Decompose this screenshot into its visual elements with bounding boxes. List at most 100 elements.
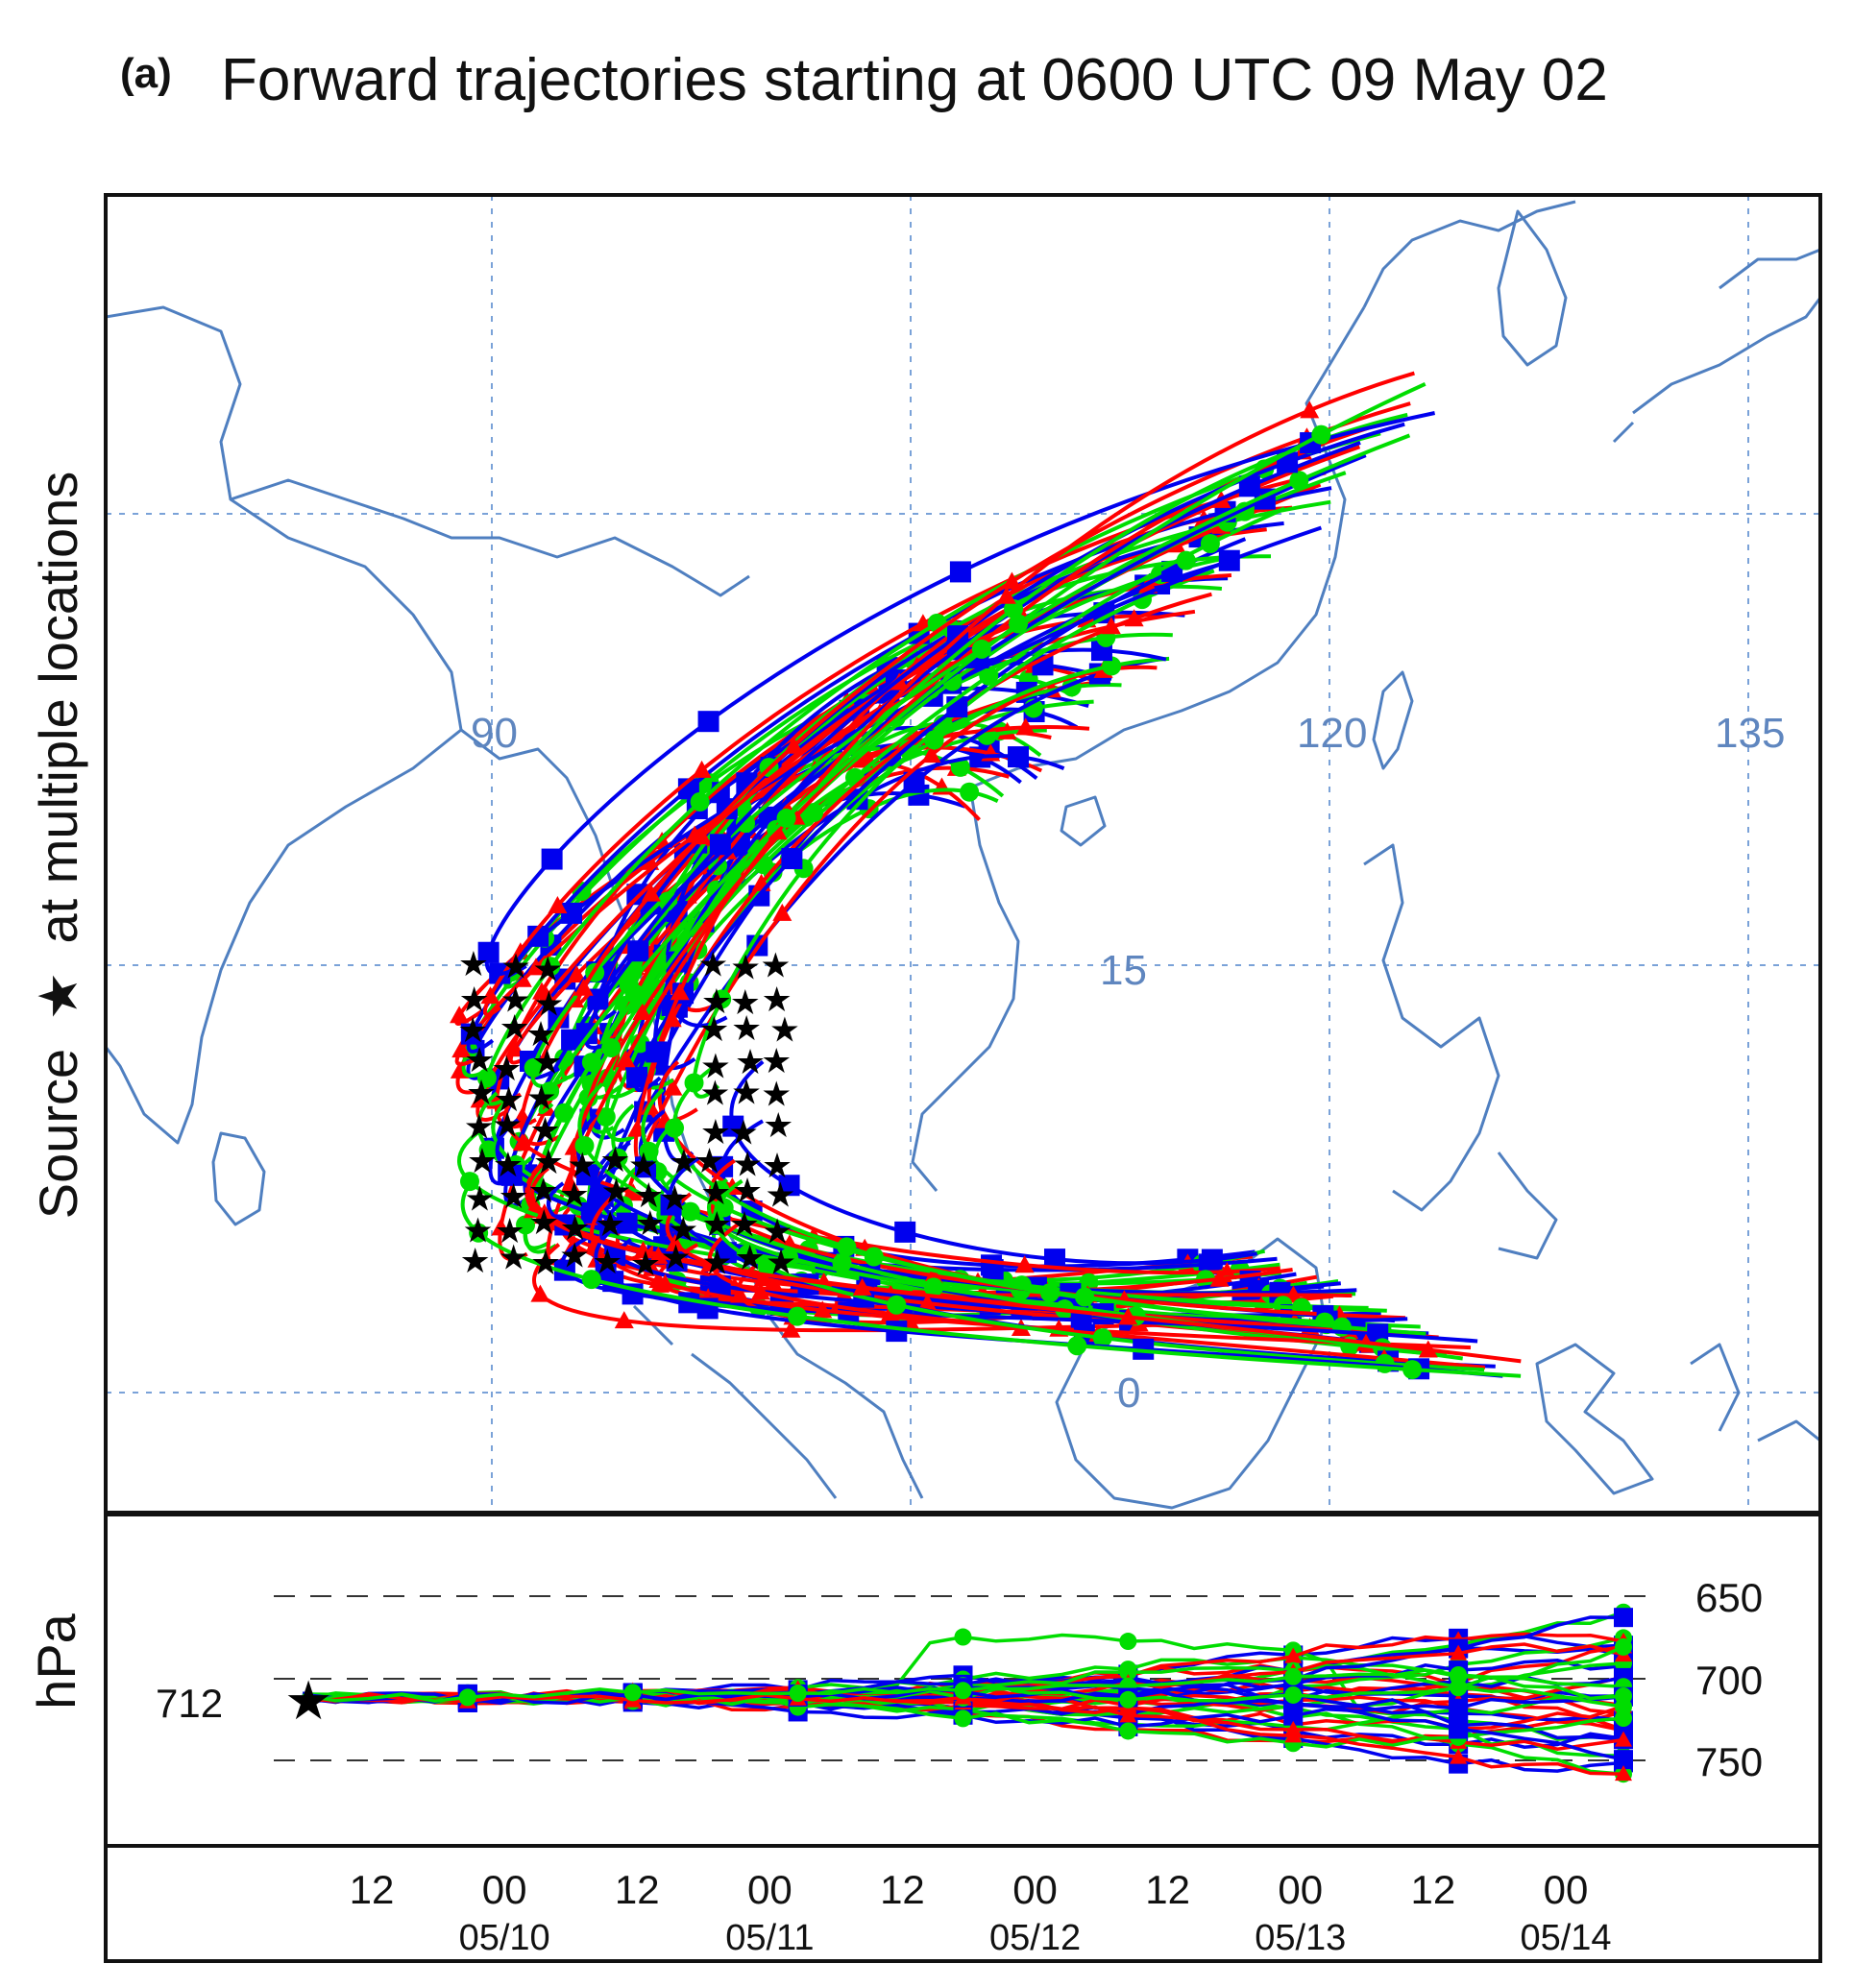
trajectory-marker — [601, 1037, 622, 1057]
source-star-icon: ★ — [528, 1203, 559, 1243]
coastline-sri-lanka — [211, 1131, 266, 1226]
source-star-icon: ★ — [493, 1080, 524, 1120]
trajectory-marker — [778, 1175, 800, 1197]
lon-label-120: 120 — [1297, 710, 1367, 757]
coastline-philippines — [1363, 843, 1558, 1260]
source-star-icon: ★ — [599, 1141, 630, 1180]
trajectory-marker — [476, 1068, 497, 1088]
source-star-icon: ★ — [467, 1142, 498, 1181]
coastline-vietnam — [911, 787, 1020, 1192]
source-star-icon: ★ — [464, 1179, 495, 1219]
trajectory-marker — [680, 1201, 700, 1222]
source-star-icon: ★ — [700, 1174, 731, 1213]
trajectory-92 — [641, 1087, 1426, 1336]
trajectory-marker — [1300, 400, 1320, 419]
trajectory-marker — [917, 1294, 938, 1312]
pressure-marker — [789, 1685, 807, 1703]
pressure-panel: ★ 712 650 700 750 — [104, 1513, 1822, 1848]
pressure-marker — [1119, 1690, 1137, 1709]
trajectory-marker — [512, 1133, 532, 1152]
source-star-icon: ★ — [669, 1143, 699, 1182]
source-star-icon: ★ — [730, 983, 761, 1023]
trajectory-marker — [1198, 1253, 1220, 1275]
source-star-icon: ★ — [567, 1146, 597, 1185]
trajectory-marker — [1014, 1255, 1035, 1273]
trajectory-marker — [574, 1135, 595, 1155]
lon-label-90: 90 — [471, 710, 518, 757]
trajectory-marker — [581, 1053, 601, 1073]
trajectory-marker — [663, 1078, 683, 1096]
trajectory-marker — [1092, 1328, 1112, 1348]
trajectory-marker — [478, 1140, 499, 1160]
pressure-marker — [954, 1682, 972, 1700]
svg-text:Source ★ at multip: Source ★ at multiple locations — [28, 472, 88, 1220]
source-star-icon: ★ — [464, 1041, 495, 1080]
source-star-icon: ★ — [761, 981, 792, 1020]
pressure-marker — [1119, 1663, 1137, 1682]
pressure-marker — [1119, 1722, 1137, 1740]
time-tick-hour: 00 — [1278, 1867, 1323, 1912]
pressure-marker — [1615, 1637, 1632, 1656]
pressure-label-650: 650 — [1695, 1575, 1763, 1620]
source-star-icon: ★ — [559, 1176, 590, 1215]
source-star-icon: ★ — [700, 1113, 731, 1152]
source-star-icon: ★ — [633, 1176, 664, 1216]
pressure-marker — [623, 1684, 642, 1702]
source-star-icon: ★ — [731, 1074, 762, 1113]
map-trajectories — [450, 371, 1522, 1380]
coastline-india — [106, 305, 463, 1145]
trajectory-marker — [460, 1023, 482, 1045]
pressure-marker — [1284, 1647, 1303, 1663]
pressure-marker — [954, 1709, 972, 1728]
trajectory-marker — [712, 989, 732, 1009]
source-star-icon: ★ — [635, 1204, 666, 1244]
trajectory-marker — [1375, 1353, 1395, 1373]
trajectory-marker — [776, 808, 796, 828]
source-star-icon: ★ — [532, 950, 563, 989]
trajectory-103 — [526, 1159, 1522, 1364]
trajectory-marker — [813, 1300, 833, 1319]
pressure-label-750: 750 — [1695, 1739, 1763, 1784]
trajectory-marker — [1075, 1287, 1095, 1307]
trajectory-marker — [781, 848, 803, 870]
trajectory-67 — [503, 1092, 1280, 1274]
source-star-icon: ★ — [701, 1205, 732, 1245]
figure-title: Forward trajectories starting at 0600 UT… — [221, 47, 1608, 113]
trajectory-marker — [646, 1041, 668, 1063]
trajectory-marker — [525, 958, 546, 976]
pressure-marker — [1119, 1633, 1137, 1651]
trajectory-marker — [960, 782, 980, 802]
time-axis-frame — [104, 1844, 1822, 1963]
source-star-icon: ★ — [560, 1209, 591, 1249]
trajectory-marker — [480, 986, 500, 1005]
coastline-north-china — [1362, 200, 1576, 308]
time-tick-date: 05/13 — [1255, 1918, 1346, 1958]
pressure-marker — [1449, 1698, 1469, 1718]
pressure-marker — [1614, 1608, 1633, 1628]
source-star-icon: ★ — [660, 1238, 691, 1277]
source-star-icon: ★ — [495, 1212, 525, 1251]
source-star-icon: ★ — [769, 1011, 800, 1051]
trajectory-marker — [1402, 1360, 1423, 1380]
trajectory-marker — [753, 1269, 773, 1287]
trajectory-marker — [581, 1270, 601, 1290]
source-star-icon: ★ — [500, 947, 531, 986]
trajectory-marker — [853, 750, 873, 768]
time-tick-hour: 00 — [482, 1867, 527, 1912]
pressure-marker — [1450, 1679, 1468, 1697]
trajectory-marker — [1124, 609, 1144, 627]
trajectory-101 — [712, 1178, 1485, 1372]
trajectory-31 — [646, 592, 1212, 1124]
trajectory-marker — [887, 1295, 907, 1315]
source-star-icon: ★ — [531, 1043, 562, 1082]
pressure-marker — [1450, 1748, 1468, 1764]
map-ylabel: Source ★ at multiple locations — [28, 472, 88, 1220]
pressure-marker — [1284, 1685, 1303, 1704]
pressure-marker — [1284, 1727, 1303, 1743]
ylabel-locations-text: at multiple locations — [28, 472, 88, 944]
time-tick-hour: 12 — [1411, 1867, 1456, 1912]
trajectory-56 — [523, 412, 1408, 1250]
source-star-icon: ★ — [462, 1212, 493, 1251]
trajectory-97 — [589, 1188, 1472, 1350]
lon-label-135: 135 — [1715, 710, 1785, 757]
